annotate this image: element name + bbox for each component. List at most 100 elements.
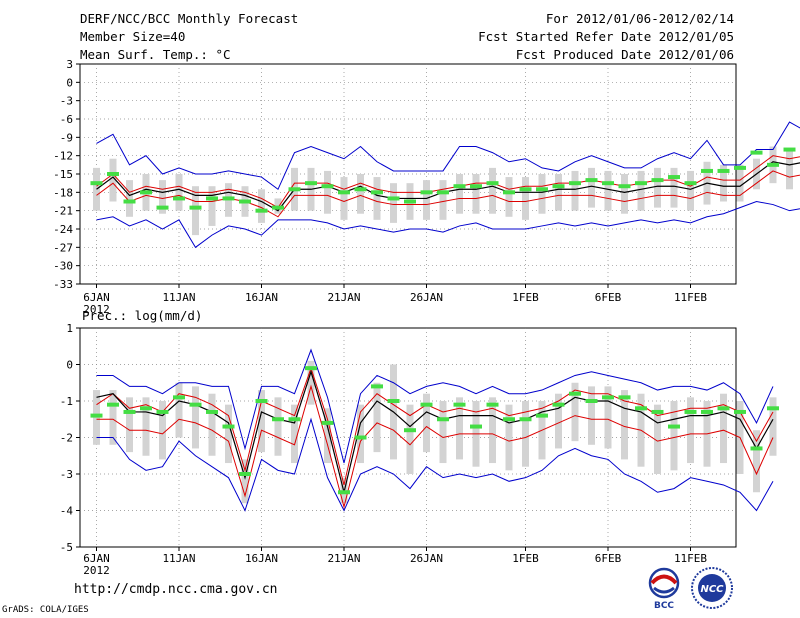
temp-obs-marker xyxy=(173,196,185,201)
temp-spread-box xyxy=(258,189,265,223)
prec-obs-marker xyxy=(519,417,532,422)
prec-spread-box xyxy=(307,360,315,405)
source-url[interactable]: http://cmdp.ncc.cma.gov.cn xyxy=(74,582,278,597)
temp-obs-marker xyxy=(404,199,416,204)
temp-xtick-label: 6JAN xyxy=(83,291,110,304)
prec-min-line xyxy=(96,417,774,512)
temp-ytick-label: -12 xyxy=(53,150,73,163)
prec-obs-marker xyxy=(338,490,350,495)
prec-xtick-label: 26JAN xyxy=(410,552,443,565)
temp-spread-box xyxy=(373,177,381,220)
temp-xtick-label: 26JAN xyxy=(410,291,443,304)
temp-obs-marker xyxy=(486,181,499,186)
temp-spread-box xyxy=(522,177,529,220)
prec-obs-marker xyxy=(635,406,647,411)
temp-xtick-label: 6FEB xyxy=(595,291,622,304)
prec-spread-box xyxy=(753,430,760,493)
prec-spread-box xyxy=(208,393,216,456)
prec-xtick-label: 6JAN xyxy=(83,552,110,565)
prec-spread-box xyxy=(357,404,364,464)
prec-ytick-label: -1 xyxy=(60,395,73,408)
prec-obs-marker xyxy=(189,402,202,407)
prec-spread-box xyxy=(126,397,133,453)
temp-ytick-label: -24 xyxy=(53,223,73,236)
prec-obs-marker xyxy=(503,417,515,422)
prec-spread-box xyxy=(720,393,727,464)
prec-spread-box xyxy=(406,404,414,474)
prec-spread-box xyxy=(604,386,612,449)
prec-obs-marker xyxy=(767,406,779,411)
temp-ytick-label: -21 xyxy=(53,205,73,218)
prec-spread-box xyxy=(522,401,529,467)
temp-spread-box xyxy=(637,170,645,211)
prec-obs-marker xyxy=(602,395,614,400)
prec-obs-marker xyxy=(206,409,218,414)
prec-spread-box xyxy=(324,408,331,464)
prec-ytick-label: 1 xyxy=(66,322,73,335)
prec-ytick-label: 0 xyxy=(66,359,73,372)
temp-obs-marker xyxy=(519,187,532,192)
temp-spread-box xyxy=(489,167,496,214)
temp-obs-marker xyxy=(420,190,433,195)
temp-obs-marker xyxy=(255,208,268,213)
prec-obs-marker xyxy=(321,420,334,425)
temp-obs-marker xyxy=(371,190,383,195)
prec-spread-box xyxy=(505,404,513,471)
prec-spread-box xyxy=(258,390,265,453)
prec-spread-box xyxy=(769,397,777,456)
prec-obs-marker xyxy=(486,402,499,407)
temp-spread-box xyxy=(390,183,397,223)
temp-obs-marker xyxy=(437,190,449,195)
started-date-label: Fcst Started Refer Date 2012/01/05 xyxy=(478,29,734,44)
prec-obs-marker xyxy=(734,409,746,414)
temp-obs-marker xyxy=(734,165,746,170)
temp-obs-marker xyxy=(503,190,515,195)
prec-ytick-label: -4 xyxy=(60,505,74,518)
prec-spread-box xyxy=(274,397,282,456)
temp-xtick-label: 11JAN xyxy=(162,291,195,304)
prec-xtick-label: 11FEB xyxy=(674,552,707,565)
prec-spread-box xyxy=(489,397,496,464)
temp-ytick-label: -18 xyxy=(53,186,73,199)
prec-spread-box xyxy=(175,382,183,438)
temp-xtick-label: 16JAN xyxy=(245,291,278,304)
prec-obs-marker xyxy=(717,406,730,411)
prec-spread-box xyxy=(423,393,430,453)
temp-spread-box xyxy=(687,170,694,211)
temp-spread-box xyxy=(571,170,579,211)
temp-ytick-label: -30 xyxy=(53,260,73,273)
temp-spread-box xyxy=(423,180,430,220)
temp-spread-box xyxy=(456,174,463,214)
temp-mean-line xyxy=(96,161,800,212)
prec-spread-box xyxy=(670,401,678,471)
temp-ytick-label: -33 xyxy=(53,278,73,291)
prec-obs-marker xyxy=(618,395,631,400)
temp-spread-box xyxy=(109,158,117,202)
temp-obs-marker xyxy=(536,187,548,192)
prec-spread-box xyxy=(588,386,595,445)
prec-max-line xyxy=(96,348,774,464)
temp-xtick-label: 11FEB xyxy=(674,291,707,304)
temp-obs-marker xyxy=(239,199,251,204)
temp-obs-marker xyxy=(387,196,400,201)
chart-title: DERF/NCC/BCC Monthly Forecast xyxy=(80,11,299,26)
temp-obs-marker xyxy=(701,168,713,173)
prec-lower-line xyxy=(96,384,774,509)
temp-spread-box xyxy=(538,174,546,214)
temp-spread-box xyxy=(324,170,331,214)
prec-obs-marker xyxy=(222,424,235,429)
prec-spread-box xyxy=(439,401,447,464)
prec-obs-marker xyxy=(651,409,664,414)
ncc-logo-icon: NCC xyxy=(691,567,733,609)
prec-spread-box xyxy=(291,404,298,464)
prec-xtick-label: 6FEB xyxy=(595,552,622,565)
prec-obs-marker xyxy=(239,472,251,476)
temp-spread-box xyxy=(786,149,793,190)
prec-spread-box xyxy=(142,397,150,456)
temp-obs-marker xyxy=(783,147,796,152)
prec-obs-marker xyxy=(750,446,763,451)
temp-xtick-label: 1FEB xyxy=(512,291,539,304)
prec-obs-marker xyxy=(156,409,169,414)
prec-spread-box xyxy=(159,401,166,460)
